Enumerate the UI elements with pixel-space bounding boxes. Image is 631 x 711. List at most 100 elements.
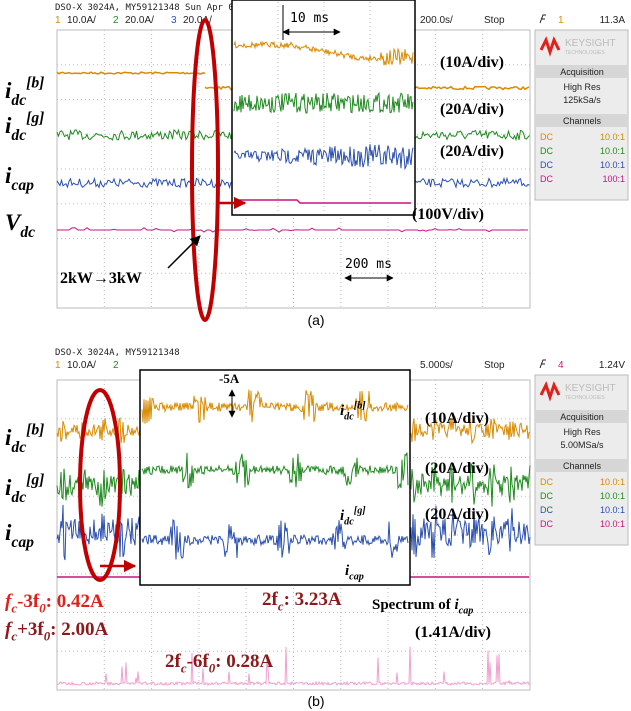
trigger-icon — [540, 360, 546, 368]
channel-probe: 100:1 — [602, 174, 625, 184]
timebase: 5.000s/ — [420, 360, 453, 371]
channel-probe: 10.0:1 — [600, 132, 625, 142]
annotation-part: 10 ms — [290, 11, 329, 26]
annotation-part: (20A/div) — [425, 506, 489, 523]
channel-probe: 10.0:1 — [600, 491, 625, 501]
annotation: 200 ms — [345, 257, 392, 272]
brand-sub: TECHNOLOGIES — [565, 50, 605, 56]
channel-scale: 20.0A/ — [125, 15, 154, 26]
annotation-part: dc — [11, 439, 26, 456]
annotation: (20A/div) — [425, 460, 489, 477]
annotation: (20A/div) — [440, 143, 504, 160]
annotation-part: dc — [11, 489, 26, 506]
annotation: (100V/div) — [412, 206, 484, 223]
sample-rate: 5.00MSa/s — [560, 440, 604, 450]
trigger-level: 11.3A — [600, 15, 626, 26]
brand: KEYSIGHT — [565, 383, 616, 394]
annotation-part: : 3.23A — [284, 589, 342, 610]
channel-coupling: DC — [540, 146, 553, 156]
annotation-part: [g] — [26, 472, 44, 489]
annotation-part: -3f — [17, 591, 40, 612]
timebase: 200.0s/ — [420, 15, 453, 26]
annotation: idc[g] — [5, 472, 44, 506]
annotation-part: [b] — [26, 422, 44, 439]
trigger-source: 1 — [558, 15, 564, 26]
section-title: Acquisition — [560, 412, 604, 422]
channel-scale: 10.0A/ — [67, 15, 96, 26]
annotation-part: (20A/div) — [440, 143, 504, 160]
brand-sub: TECHNOLOGIES — [565, 395, 605, 401]
annotation-part: 2f — [262, 589, 279, 610]
annotation-part: [g] — [354, 505, 366, 516]
channel-probe: 10.0:1 — [600, 160, 625, 170]
channel-probe: 10.0:1 — [600, 519, 625, 529]
annotation: Vdc — [5, 210, 35, 241]
annotation: (10A/div) — [440, 54, 504, 71]
annotation-part: -6f — [187, 651, 210, 672]
annotation: idc[b] — [5, 422, 44, 456]
annotation-part: Spectrum of — [372, 597, 455, 613]
annotation-part: [b] — [354, 400, 366, 411]
channel-coupling: DC — [540, 477, 553, 487]
channel-coupling: DC — [540, 174, 553, 184]
annotation-part: : 2.00A — [50, 619, 108, 640]
annotation-part: cap — [349, 572, 364, 583]
annotation-part: 2kW→3kW — [60, 270, 142, 287]
channel-probe: 10.0:1 — [600, 477, 625, 487]
channel-number: 2 — [113, 360, 119, 371]
annotation-part: [g] — [26, 110, 44, 127]
annotation-part: +3f — [17, 619, 44, 640]
annotation-part: (10A/div) — [440, 54, 504, 71]
scope-header: DSO-X 3024A, MY59121348 — [55, 348, 180, 358]
annotation-part: : 0.42A — [46, 591, 104, 612]
annotation-part: : 0.28A — [215, 651, 273, 672]
channel-coupling: DC — [540, 519, 553, 529]
annotation-part: (20A/div) — [425, 460, 489, 477]
annotation-part: 2f — [165, 651, 182, 672]
figure: DSO-X 3024A, MY59121348 Sun Apr 04 16:47… — [0, 0, 631, 711]
annotation: (20A/div) — [440, 101, 504, 118]
run-status: Stop — [484, 360, 505, 371]
sample-rate: 125kSa/s — [563, 95, 601, 105]
annotation: (1.41A/div) — [415, 624, 491, 641]
channel-number: 1 — [55, 360, 61, 371]
annotation: icap — [5, 520, 34, 551]
annotation: fc+3f0: 2.00A — [5, 619, 108, 644]
section-title: Acquisition — [560, 67, 604, 77]
trigger-level: 1.24V — [599, 360, 625, 371]
annotation-part: dc — [20, 224, 35, 241]
acq-mode: High Res — [563, 82, 601, 92]
annotation: 10 ms — [290, 11, 329, 26]
annotation: idc[b] — [5, 75, 44, 109]
annotation-part: [b] — [26, 75, 44, 92]
channel-coupling: DC — [540, 132, 553, 142]
annotation-part: -5A — [219, 371, 240, 386]
annotation: 2kW→3kW — [60, 270, 142, 287]
annotation: fc-3f0: 0.42A — [5, 591, 104, 616]
caption: (a) — [307, 312, 324, 328]
annotation: 2fc: 3.23A — [262, 589, 342, 614]
annotation-part: cap — [459, 606, 474, 617]
trigger-source: 4 — [558, 360, 564, 371]
annotation: (10A/div) — [425, 410, 489, 427]
annotation-part: dc — [11, 92, 26, 109]
channel-scale: 10.0A/ — [67, 360, 96, 371]
annotation-part: dc — [344, 517, 354, 528]
annotation-part: (20A/div) — [440, 101, 504, 118]
annotation-part: (10A/div) — [425, 410, 489, 427]
section-title: Channels — [563, 116, 602, 126]
section-title: Channels — [563, 461, 602, 471]
caption: (b) — [307, 693, 324, 709]
acq-mode: High Res — [563, 427, 601, 437]
annotation-part: dc — [11, 127, 26, 144]
channel-number: 2 — [113, 15, 119, 26]
channel-probe: 10.0:1 — [600, 146, 625, 156]
annotation: -5A — [219, 371, 240, 386]
channel-probe: 10.0:1 — [600, 505, 625, 515]
annotation-part: cap — [11, 177, 34, 194]
annotation: (20A/div) — [425, 506, 489, 523]
annotation-part: dc — [344, 412, 354, 423]
brand: KEYSIGHT — [565, 38, 616, 49]
channel-coupling: DC — [540, 505, 553, 515]
annotation: idc[g] — [5, 110, 44, 144]
